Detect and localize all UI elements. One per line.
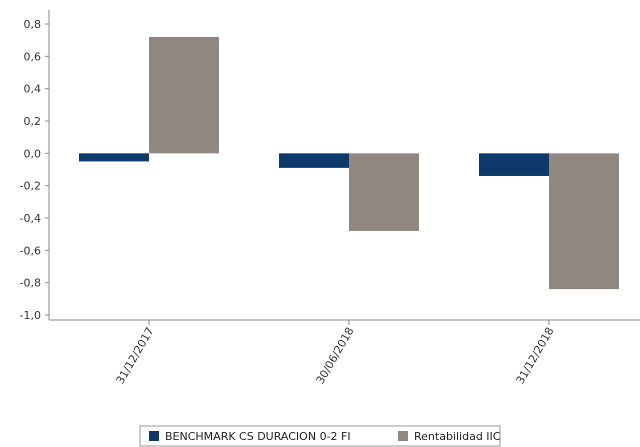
y-tick-label: 0,2: [24, 115, 42, 128]
y-tick-label: 0,4: [24, 83, 42, 96]
legend-swatch-benchmark: [149, 431, 159, 441]
bar-rentabilidad: [349, 153, 419, 231]
y-tick-label: 0,8: [24, 18, 42, 31]
y-tick-label: -0,8: [20, 277, 41, 290]
y-tick-label: -0,4: [20, 212, 41, 225]
y-axis-ticks: 0,8 0,6 0,4 0,2 0,0 -0,2 -0,4 -0,6 -0,8 -1,0: [20, 18, 49, 322]
bar-benchmark: [79, 153, 149, 162]
legend-swatch-rentabilidad: [398, 431, 408, 441]
y-tick-label: -0,2: [20, 180, 41, 193]
x-category-label: 31/12/2018: [514, 325, 557, 386]
legend: BENCHMARK CS DURACION 0-2 FI Rentabilida…: [139, 425, 501, 447]
x-category-label: 31/12/2017: [114, 325, 157, 386]
plot-frame: [48, 10, 640, 321]
x-axis-ticks: 31/12/2017 30/06/2018 31/12/2018: [114, 320, 557, 386]
legend-label-rentabilidad: Rentabilidad IIC: [414, 430, 501, 443]
y-tick-label: 0,6: [24, 50, 42, 63]
y-tick-label: -1,0: [20, 309, 41, 322]
bar-benchmark: [279, 153, 349, 168]
x-category-label: 30/06/2018: [314, 325, 357, 386]
legend-label-benchmark: BENCHMARK CS DURACION 0-2 FI: [165, 430, 351, 443]
legend-frame: [139, 425, 501, 447]
y-tick-label: 0,0: [24, 147, 42, 160]
y-tick-label: -0,6: [20, 244, 41, 257]
bar-rentabilidad: [549, 153, 619, 290]
bar-benchmark: [479, 153, 549, 176]
bars: [79, 36, 619, 290]
bar-rentabilidad: [149, 36, 219, 154]
